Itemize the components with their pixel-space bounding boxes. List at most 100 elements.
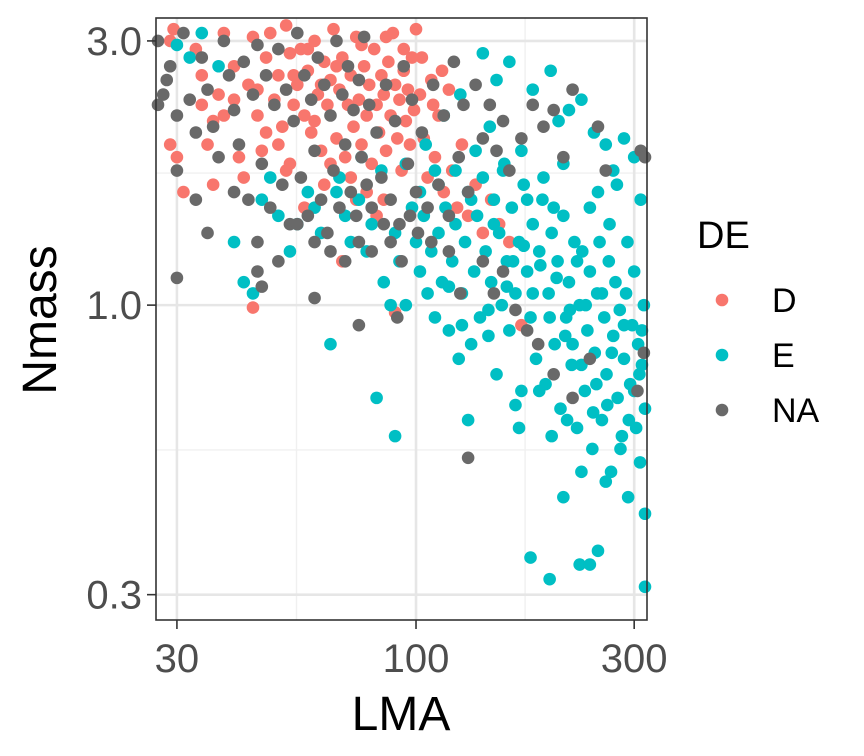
data-point-e	[517, 239, 531, 253]
data-point-e	[524, 551, 537, 564]
data-point-e	[575, 93, 588, 106]
data-point-e	[600, 368, 613, 381]
data-point-d	[327, 22, 340, 36]
data-point-na	[457, 98, 470, 112]
data-point-d	[212, 88, 225, 101]
data-point-na	[547, 368, 560, 381]
data-point-na	[537, 120, 550, 133]
data-point-d	[397, 42, 411, 56]
data-point-e	[534, 259, 547, 272]
data-point-na	[403, 209, 417, 223]
data-point-na	[338, 254, 352, 268]
data-point-na	[201, 83, 214, 96]
data-point-na	[384, 193, 397, 207]
data-point-na	[352, 73, 366, 87]
data-point-na	[415, 126, 429, 139]
data-point-e	[537, 171, 550, 184]
data-point-na	[355, 150, 368, 164]
data-point-d	[375, 69, 388, 82]
data-point-e	[526, 217, 540, 231]
data-point-e	[570, 421, 584, 435]
data-point-e	[272, 209, 285, 223]
data-point-e	[526, 287, 540, 300]
data-point-e	[600, 398, 614, 412]
data-point-e	[442, 324, 456, 337]
data-point-e	[565, 358, 578, 372]
data-point-d	[388, 78, 402, 92]
data-point-e	[399, 298, 413, 312]
data-point-na	[426, 78, 440, 92]
data-point-e	[505, 201, 519, 214]
data-point-e	[621, 235, 634, 249]
data-point-na	[183, 93, 197, 106]
data-point-d	[287, 98, 300, 112]
data-point-e	[627, 265, 641, 278]
data-point-e	[532, 245, 546, 258]
x-tick-label: 300	[601, 637, 668, 681]
data-point-na	[432, 178, 445, 191]
data-point-na	[442, 245, 456, 258]
legend-title: DE	[697, 215, 750, 257]
data-point-na	[317, 78, 331, 92]
data-point-e	[570, 254, 584, 268]
data-point-na	[222, 69, 236, 82]
data-point-e	[619, 287, 633, 300]
data-point-e	[483, 120, 497, 133]
data-point-e	[562, 275, 576, 289]
data-point-e	[455, 318, 469, 332]
data-point-e	[449, 217, 462, 231]
data-point-e	[599, 475, 613, 488]
data-point-d	[426, 98, 440, 112]
data-point-na	[301, 209, 315, 223]
data-point-e	[603, 217, 616, 231]
data-point-e	[602, 254, 616, 268]
data-point-na	[393, 217, 406, 231]
data-point-e	[610, 178, 624, 191]
data-point-na	[476, 254, 490, 268]
data-point-e	[633, 456, 647, 469]
legend-key-e	[715, 348, 729, 362]
y-axis-title: Nmass	[14, 245, 67, 394]
data-points	[151, 19, 652, 594]
data-point-na	[388, 114, 402, 128]
data-point-d	[251, 109, 264, 122]
x-tick-label: 100	[383, 637, 450, 681]
data-point-e	[554, 402, 567, 416]
data-point-e	[384, 298, 397, 312]
data-point-e	[614, 442, 627, 456]
data-point-e	[500, 280, 514, 293]
data-point-e	[633, 368, 646, 381]
data-point-e	[517, 178, 531, 191]
data-point-e	[482, 303, 495, 317]
data-point-e	[183, 51, 197, 64]
data-point-e	[545, 429, 558, 443]
data-point-e	[520, 193, 534, 207]
data-point-d	[415, 51, 429, 64]
data-point-d	[317, 178, 331, 191]
data-point-e	[370, 391, 383, 405]
data-point-e	[590, 377, 603, 391]
data-point-d	[279, 164, 293, 177]
data-point-d	[435, 64, 449, 78]
data-point-e	[421, 287, 434, 300]
data-point-e	[442, 280, 456, 293]
legend-label-d: D	[772, 282, 797, 320]
data-point-e	[509, 287, 522, 300]
data-point-na	[520, 324, 534, 337]
data-point-na	[237, 55, 251, 69]
data-point-e	[595, 287, 609, 300]
data-point-na	[170, 164, 184, 177]
data-point-na	[365, 201, 379, 214]
data-point-e	[579, 298, 592, 312]
data-point-d	[263, 26, 277, 40]
data-point-na	[566, 83, 579, 96]
data-point-na	[352, 318, 366, 332]
data-point-e	[550, 271, 563, 285]
axis-ticks: 30 100 300 0.3 1.0 3.0	[86, 20, 667, 681]
data-point-na	[496, 114, 510, 128]
data-point-na	[344, 185, 358, 199]
data-point-d	[206, 178, 220, 191]
legend-key-d	[715, 293, 729, 307]
data-point-na	[461, 451, 475, 465]
data-point-na	[599, 164, 613, 177]
